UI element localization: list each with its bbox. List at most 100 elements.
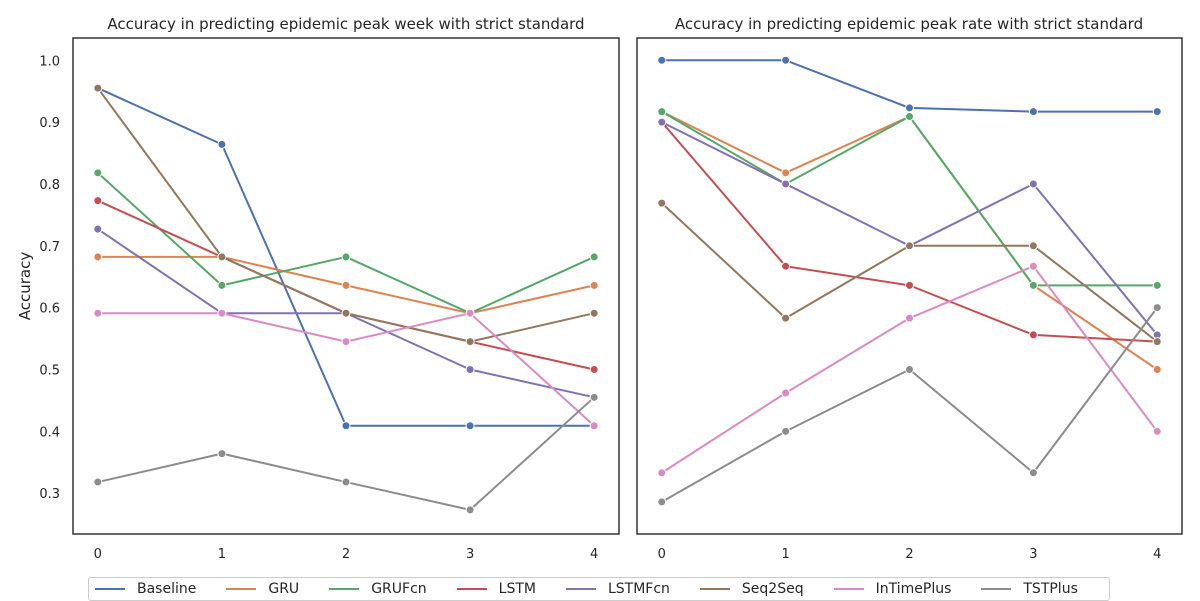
data-point-lstmfcn: [657, 117, 667, 127]
data-point-seq2seq: [217, 252, 227, 262]
plot-frame-peak-week: [72, 37, 620, 535]
legend-label: LSTM: [498, 581, 536, 597]
data-point-grufcn: [1152, 280, 1162, 290]
data-point-grufcn: [341, 252, 351, 262]
legend-swatch: [565, 588, 596, 590]
data-point-baseline: [781, 55, 791, 65]
series-line-tstplus: [97, 396, 595, 511]
data-point-intimeplus: [1152, 426, 1162, 436]
data-point-seq2seq: [657, 198, 667, 208]
data-point-lstm: [905, 280, 914, 290]
data-point-baseline: [341, 421, 351, 431]
legend-label: GRU: [268, 581, 300, 597]
data-point-grufcn: [93, 168, 103, 178]
data-point-tstplus: [781, 426, 791, 436]
data-point-gru: [781, 168, 791, 178]
y-tick-label: 0.5: [39, 363, 60, 378]
data-point-baseline: [1028, 107, 1038, 117]
x-tick-label: 4: [1153, 547, 1161, 562]
data-point-intimeplus: [781, 388, 791, 398]
legend-item-tstplus: TSTPlus: [979, 581, 1106, 597]
data-point-lstmfcn: [93, 224, 103, 234]
legend-item-lstm: LSTM: [455, 581, 564, 597]
x-tick-label: 2: [905, 547, 913, 562]
legend-label: LSTMFcn: [607, 581, 670, 597]
y-axis-label: Accuracy: [16, 252, 34, 321]
data-point-tstplus: [1152, 303, 1162, 313]
legend-item-seq2seq: Seq2Seq: [698, 581, 832, 597]
data-point-baseline: [465, 421, 475, 431]
data-point-grufcn: [1028, 280, 1038, 290]
data-point-tstplus: [905, 364, 914, 374]
legend-swatch: [456, 588, 487, 590]
legend-swatch: [981, 588, 1012, 590]
chart-title-peak-rate: Accuracy in predicting epidemic peak rat…: [675, 15, 1143, 33]
data-point-seq2seq: [1152, 337, 1162, 347]
y-tick-label: 0.8: [39, 178, 60, 193]
series-line-grufcn: [661, 110, 1158, 287]
legend-label: GRUFcn: [371, 581, 427, 597]
data-point-baseline: [217, 139, 227, 149]
data-point-baseline: [1152, 107, 1162, 117]
data-point-lstm: [589, 364, 599, 374]
marks-peak-rate: 0 1 2 3 4: [657, 55, 1162, 562]
x-tick-label: 3: [466, 547, 474, 562]
data-point-tstplus: [217, 449, 227, 459]
y-tick-label: 0.6: [39, 302, 60, 317]
data-point-seq2seq: [341, 308, 351, 318]
data-point-baseline: [905, 103, 914, 113]
data-point-tstplus: [1028, 468, 1038, 478]
data-point-seq2seq: [589, 308, 599, 318]
legend: Baseline GRU GRUFcn LSTM LSTMFcn Seq2Seq InTim…: [88, 577, 1110, 601]
data-point-grufcn: [905, 112, 914, 122]
chart-panel-peak-week: Accuracy in predicting epidemic peak wee…: [16, 15, 620, 562]
data-point-gru: [93, 252, 103, 262]
y-tick-label: 0.7: [39, 240, 60, 255]
legend-swatch: [226, 588, 257, 590]
data-point-tstplus: [589, 392, 599, 402]
data-point-lstmfcn: [1028, 179, 1038, 189]
data-point-intimeplus: [93, 308, 103, 318]
plot-frame-peak-rate: [636, 37, 1183, 535]
data-point-intimeplus: [465, 308, 475, 318]
legend-item-intimeplus: InTimePlus: [832, 581, 980, 597]
data-point-gru: [341, 280, 351, 290]
data-point-seq2seq: [465, 337, 475, 347]
x-tick-label: 1: [218, 547, 226, 562]
data-point-gru: [589, 280, 599, 290]
x-tick-label: 4: [590, 547, 598, 562]
y-tick-label: 0.9: [39, 116, 60, 131]
data-point-lstm: [781, 261, 791, 271]
data-point-lstm: [93, 196, 103, 206]
series-line-grufcn: [97, 172, 595, 315]
x-tick-label: 1: [781, 547, 789, 562]
y-tick-label: 1.0: [39, 54, 60, 69]
legend-label: InTimePlus: [875, 581, 952, 597]
data-point-baseline: [657, 55, 667, 65]
data-point-gru: [1152, 364, 1162, 374]
data-point-grufcn: [589, 252, 599, 262]
data-point-intimeplus: [1028, 261, 1038, 271]
data-point-tstplus: [465, 505, 475, 515]
data-point-seq2seq: [93, 83, 103, 93]
data-point-tstplus: [93, 477, 103, 487]
chart-panel-peak-rate: Accuracy in predicting epidemic peak rat…: [636, 15, 1183, 562]
x-tick-label: 2: [342, 547, 350, 562]
chart-title-peak-week: Accuracy in predicting epidemic peak wee…: [107, 15, 584, 33]
x-tick-label: 0: [658, 547, 666, 562]
legend-item-lstmfcn: LSTMFcn: [564, 581, 698, 597]
data-point-lstmfcn: [465, 364, 475, 374]
data-point-grufcn: [217, 280, 227, 290]
data-point-seq2seq: [905, 241, 914, 251]
data-point-seq2seq: [1028, 241, 1038, 251]
legend-item-gru: GRU: [224, 581, 327, 597]
legend-label: TSTPlus: [1023, 581, 1078, 597]
data-point-seq2seq: [781, 313, 791, 323]
legend-label: Seq2Seq: [741, 581, 804, 597]
legend-swatch: [833, 588, 864, 590]
marks-peak-week: 0 1 2 3 4 0.3 0.4 0.5 0.6 0.7 0.8 0.9 1.0: [39, 54, 599, 562]
data-point-intimeplus: [657, 468, 667, 478]
data-point-intimeplus: [217, 308, 227, 318]
data-point-tstplus: [341, 477, 351, 487]
